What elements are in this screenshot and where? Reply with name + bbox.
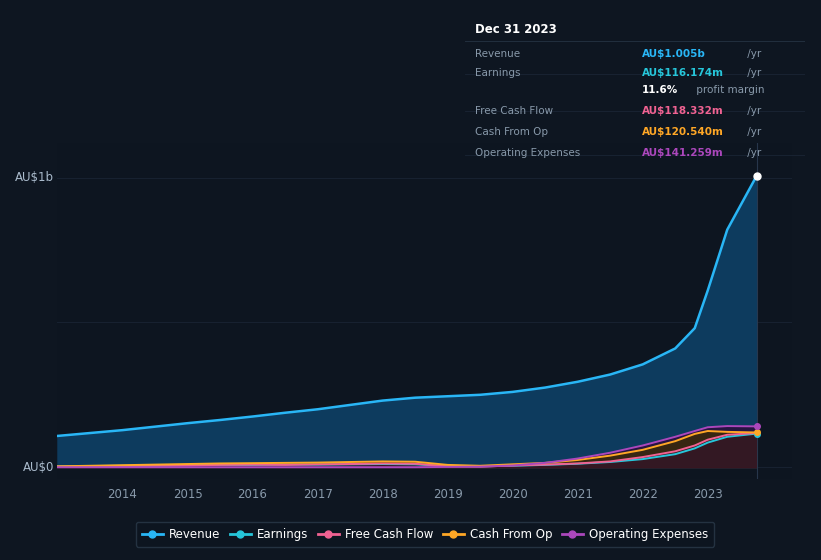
Text: AU$1.005b: AU$1.005b bbox=[642, 49, 706, 59]
Text: /yr: /yr bbox=[744, 49, 761, 59]
Text: /yr: /yr bbox=[744, 68, 761, 78]
Text: Revenue: Revenue bbox=[475, 49, 521, 59]
Text: /yr: /yr bbox=[744, 148, 761, 158]
Text: Cash From Op: Cash From Op bbox=[475, 127, 548, 137]
Text: Earnings: Earnings bbox=[475, 68, 521, 78]
Legend: Revenue, Earnings, Free Cash Flow, Cash From Op, Operating Expenses: Revenue, Earnings, Free Cash Flow, Cash … bbox=[135, 522, 714, 547]
Text: Operating Expenses: Operating Expenses bbox=[475, 148, 580, 158]
Text: AU$1b: AU$1b bbox=[15, 171, 54, 184]
Text: AU$120.540m: AU$120.540m bbox=[642, 127, 723, 137]
Text: profit margin: profit margin bbox=[693, 85, 764, 95]
Text: AU$141.259m: AU$141.259m bbox=[642, 148, 723, 158]
Text: Dec 31 2023: Dec 31 2023 bbox=[475, 23, 557, 36]
Text: AU$116.174m: AU$116.174m bbox=[642, 68, 724, 78]
Text: Free Cash Flow: Free Cash Flow bbox=[475, 106, 553, 116]
Text: /yr: /yr bbox=[744, 127, 761, 137]
Text: /yr: /yr bbox=[744, 106, 761, 116]
Text: 11.6%: 11.6% bbox=[642, 85, 678, 95]
Text: AU$118.332m: AU$118.332m bbox=[642, 106, 723, 116]
Text: AU$0: AU$0 bbox=[22, 461, 54, 474]
